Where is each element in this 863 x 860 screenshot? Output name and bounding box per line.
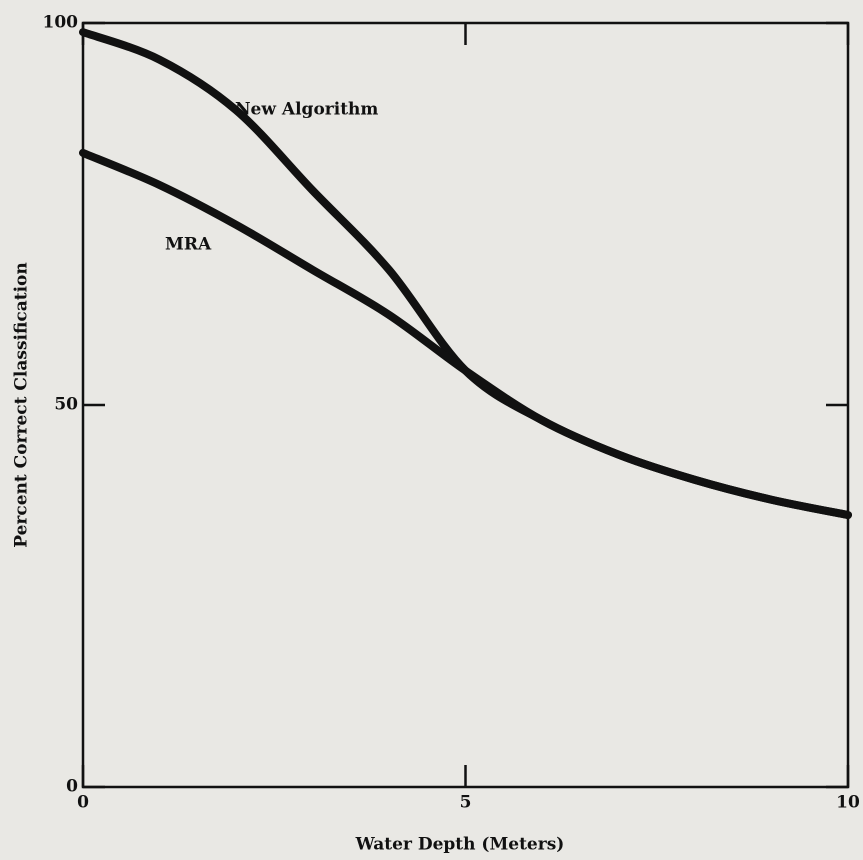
series-label: MRA	[165, 235, 212, 255]
x-tick-label: 0	[77, 793, 89, 813]
series-line	[79, 28, 852, 520]
x-axis-label: Water Depth (Meters)	[355, 835, 565, 855]
plot-frame	[81, 21, 850, 789]
series-label: New Algorithm	[235, 100, 378, 120]
y-tick-label: 0	[66, 777, 78, 797]
series-line	[79, 148, 852, 520]
y-tick-label: 50	[54, 395, 78, 415]
y-tick-label: 100	[43, 13, 79, 33]
x-tick-label: 5	[460, 793, 472, 813]
x-tick-label: 10	[836, 793, 860, 813]
y-axis-label: Percent Correct Classification	[12, 262, 32, 547]
